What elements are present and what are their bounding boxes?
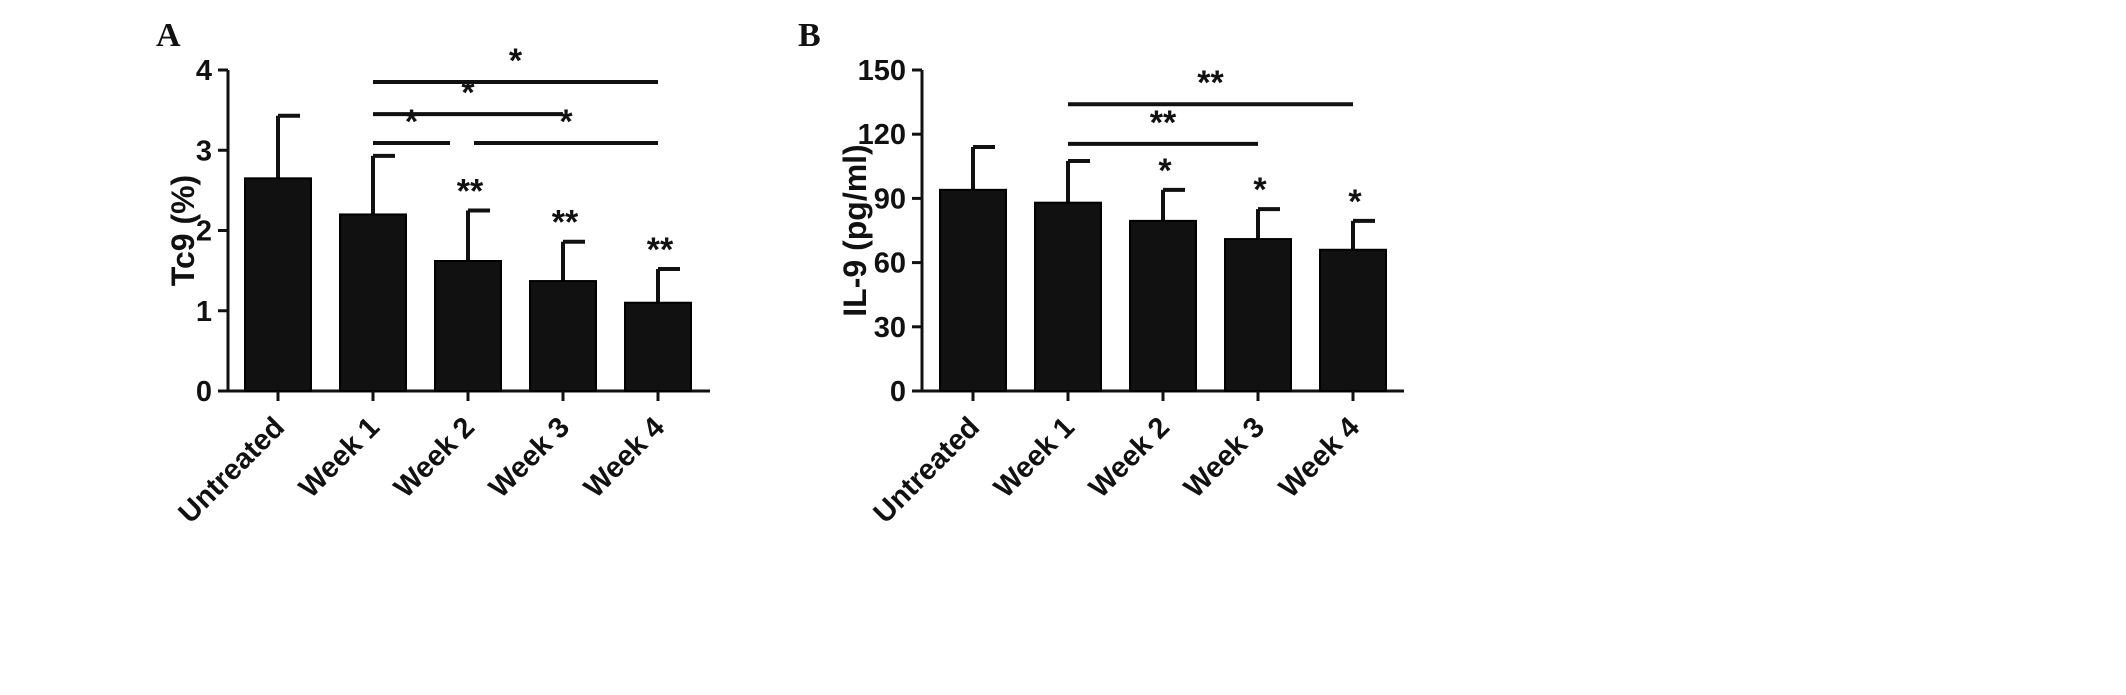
y-axis-title: IL-9 (pg/ml) bbox=[837, 144, 873, 316]
bar bbox=[244, 177, 312, 392]
x-tick-label: Week 1 bbox=[988, 411, 1081, 504]
y-tick-label: 0 bbox=[196, 376, 212, 408]
y-tick-label: 2 bbox=[196, 216, 212, 248]
comparison-label: ** bbox=[1197, 64, 1224, 102]
significance-label: * bbox=[1158, 152, 1172, 190]
bar bbox=[624, 301, 692, 393]
significance-label: ** bbox=[552, 204, 579, 242]
comparison-label: * bbox=[509, 42, 523, 80]
significance-label: * bbox=[1348, 183, 1362, 221]
y-tick-label: 4 bbox=[196, 55, 212, 87]
bar bbox=[1129, 219, 1197, 392]
bar bbox=[529, 280, 597, 392]
y-tick-label: 120 bbox=[858, 119, 906, 151]
x-tick-label: Untreated bbox=[173, 411, 291, 529]
significance-label: ** bbox=[457, 172, 484, 210]
comparison-label: ** bbox=[1150, 104, 1177, 142]
bar bbox=[1319, 248, 1387, 392]
x-tick-label: Week 1 bbox=[293, 411, 386, 504]
x-tick-label: Week 3 bbox=[483, 411, 576, 504]
significance-label: ** bbox=[647, 231, 674, 269]
y-tick-label: 30 bbox=[874, 312, 906, 344]
x-tick-label: Untreated bbox=[868, 411, 986, 529]
panel-label: B bbox=[798, 17, 821, 54]
y-tick-label: 0 bbox=[890, 376, 906, 408]
y-tick-label: 150 bbox=[858, 55, 906, 87]
comparison-label: * bbox=[461, 74, 475, 112]
bar bbox=[1034, 201, 1102, 392]
comparison-label: * bbox=[405, 103, 419, 141]
x-tick-label: Week 4 bbox=[578, 411, 671, 504]
x-tick-label: Week 2 bbox=[388, 411, 481, 504]
x-tick-label: Week 3 bbox=[1178, 411, 1271, 504]
y-tick-label: 3 bbox=[196, 135, 212, 167]
comparison-label: * bbox=[559, 103, 573, 141]
y-tick-label: 90 bbox=[874, 183, 906, 215]
y-tick-label: 60 bbox=[874, 248, 906, 280]
bar bbox=[939, 188, 1007, 392]
panel-label: A bbox=[156, 17, 181, 54]
x-tick-label: Week 2 bbox=[1083, 411, 1176, 504]
bar bbox=[1224, 238, 1292, 392]
y-axis-title: Tc9 (%) bbox=[165, 175, 201, 286]
x-tick-label: Week 4 bbox=[1273, 411, 1366, 504]
bar bbox=[339, 213, 407, 392]
bar bbox=[434, 259, 502, 392]
significance-label: * bbox=[1253, 171, 1267, 209]
y-tick-label: 1 bbox=[196, 296, 212, 328]
